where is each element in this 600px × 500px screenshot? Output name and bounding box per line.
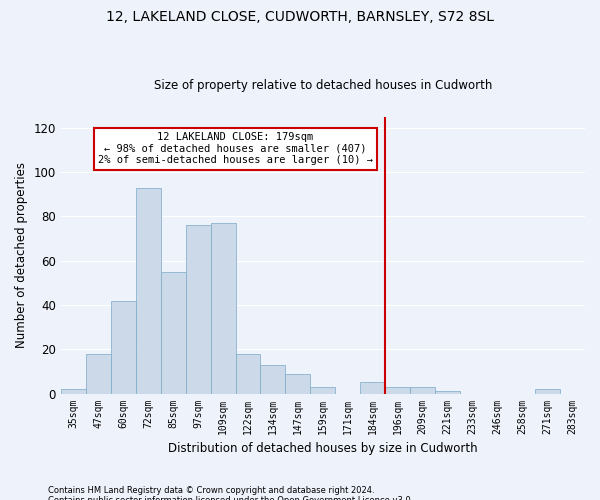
Text: 12 LAKELAND CLOSE: 179sqm
← 98% of detached houses are smaller (407)
2% of semi-: 12 LAKELAND CLOSE: 179sqm ← 98% of detac… [98,132,373,166]
Bar [286,374,310,394]
Text: Contains public sector information licensed under the Open Government Licence v3: Contains public sector information licen… [48,496,413,500]
X-axis label: Distribution of detached houses by size in Cudworth: Distribution of detached houses by size … [168,442,478,455]
Bar [361,382,385,394]
Bar [310,387,335,394]
Text: Contains HM Land Registry data © Crown copyright and database right 2024.: Contains HM Land Registry data © Crown c… [48,486,374,495]
Bar [86,354,111,394]
Bar [236,354,260,394]
Bar [410,387,435,394]
Bar [385,387,410,394]
Bar [185,226,211,394]
Bar [435,392,460,394]
Y-axis label: Number of detached properties: Number of detached properties [15,162,28,348]
Bar [535,389,560,394]
Bar [136,188,161,394]
Bar [111,300,136,394]
Bar [211,223,236,394]
Title: Size of property relative to detached houses in Cudworth: Size of property relative to detached ho… [154,79,492,92]
Bar [260,365,286,394]
Bar [61,389,86,394]
Bar [161,272,185,394]
Text: 12, LAKELAND CLOSE, CUDWORTH, BARNSLEY, S72 8SL: 12, LAKELAND CLOSE, CUDWORTH, BARNSLEY, … [106,10,494,24]
